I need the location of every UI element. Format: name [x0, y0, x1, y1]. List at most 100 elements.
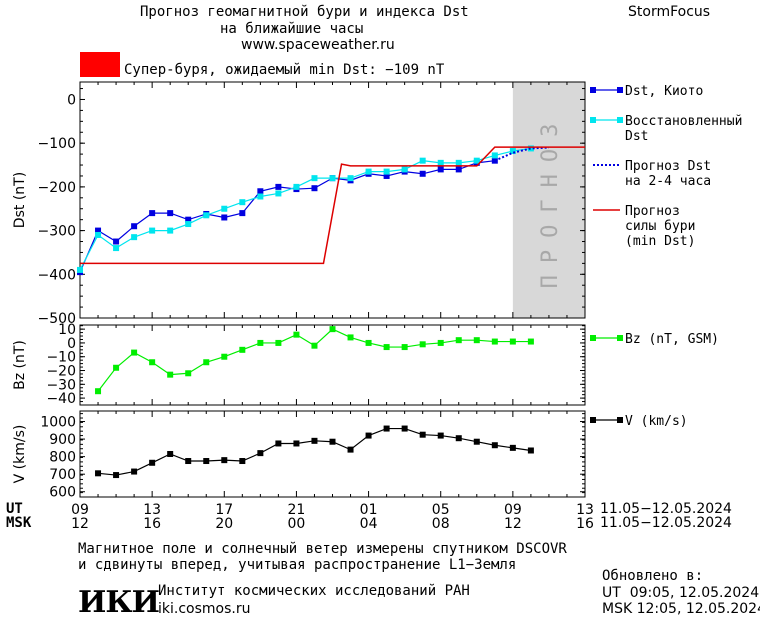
bz-point	[131, 349, 138, 356]
bz-point	[167, 371, 174, 378]
dst-axis-label: Dst (nT)	[12, 172, 28, 228]
bz-point	[365, 339, 372, 346]
dst-point	[383, 172, 390, 179]
bz-series-line	[97, 328, 531, 392]
bz-point	[239, 346, 246, 353]
v-point	[347, 446, 354, 453]
dst-point	[275, 183, 282, 190]
msk-tick-label: 00	[288, 516, 306, 532]
dst-point	[221, 214, 228, 221]
ut-tick-label: 05	[432, 502, 450, 518]
dst-point	[185, 221, 192, 228]
v-ytick-label: 700	[49, 467, 76, 483]
dst-ytick-label: −300	[38, 224, 76, 240]
bz-axis-label: Bz (nT)	[12, 340, 28, 390]
dst-point	[257, 193, 264, 200]
dst-panel: ПРОГНОЗ 0 −100 −200 −300 −400 −500 Dst (nT) Dst,…	[12, 81, 742, 327]
iki-logo: ИКИ	[78, 585, 160, 620]
bz-point	[221, 353, 228, 360]
bz-point	[401, 344, 408, 351]
v-point	[365, 432, 372, 439]
bz-point	[113, 364, 120, 371]
updated-ut: UT 09:05, 12.05.2024	[602, 585, 760, 601]
dst-point	[311, 185, 318, 192]
legend-label: силы бури	[625, 219, 695, 234]
ut-axis-label: UT	[6, 501, 23, 517]
dst-point	[167, 210, 174, 217]
footer-note-line2: и сдвинуты вперед, учитывая распростране…	[78, 557, 517, 573]
updated-title: Обновлено в:	[602, 568, 704, 584]
dst-point	[203, 212, 210, 219]
bz-point	[347, 334, 354, 341]
bz-point	[185, 370, 192, 377]
dst-point	[167, 227, 174, 234]
legend-label: Dst	[625, 129, 648, 144]
dst-point	[239, 199, 246, 206]
msk-tick-label: 12	[71, 516, 89, 532]
v-point	[491, 442, 498, 449]
v-point	[221, 457, 228, 464]
legend-marker	[590, 335, 596, 341]
dst-point	[419, 170, 426, 177]
bz-point	[95, 388, 102, 395]
bz-point	[437, 339, 444, 346]
dst-point	[347, 175, 354, 182]
v-point	[131, 468, 138, 475]
dst-frame	[79, 81, 586, 319]
dst-point	[149, 210, 156, 217]
dst-series-line	[494, 146, 549, 162]
dst-point	[527, 145, 534, 152]
dst-point	[437, 159, 444, 166]
dst-point	[95, 231, 102, 238]
ut-tick-label: 01	[360, 502, 378, 518]
v-point	[329, 438, 336, 445]
dst-point	[185, 216, 192, 223]
bz-ytick-label: 10	[58, 322, 76, 338]
bz-point	[419, 341, 426, 348]
ut-tick-label: 09	[504, 502, 522, 518]
dst-point	[113, 238, 120, 245]
dst-ytick-label: −100	[38, 136, 76, 152]
bz-point	[311, 342, 318, 349]
dst-ytick-label: 0	[67, 92, 76, 108]
chart-title-line1: Прогноз геомагнитной бури и индекса Dst	[140, 4, 469, 20]
dst-point	[311, 175, 318, 182]
bz-point	[383, 344, 390, 351]
v-point	[257, 450, 264, 457]
ut-tick-label: 13	[576, 502, 594, 518]
dst-point	[419, 157, 426, 164]
legend-label: (min Dst)	[625, 234, 695, 249]
legend-label: на 2-4 часа	[625, 174, 711, 189]
msk-tick-label: 12	[504, 516, 522, 532]
legend-marker	[617, 117, 623, 123]
legend-marker	[617, 87, 623, 93]
site-url[interactable]: www.spaceweather.ru	[241, 37, 395, 53]
dst-point	[275, 190, 282, 197]
dst-point	[491, 152, 498, 159]
msk-tick-label: 08	[432, 516, 450, 532]
bz-ytick-label: −10	[46, 350, 76, 366]
bz-point	[275, 339, 282, 346]
msk-axis-label: MSK	[6, 515, 32, 531]
v-ytick-label: 900	[49, 432, 76, 448]
time-axis: 09 13 17 21 01 05 09 13 12 16 20 00 04 08 12 16	[71, 502, 594, 532]
ut-tick-label: 09	[71, 502, 89, 518]
dst-point	[131, 234, 138, 241]
storm-banner-text: Супер-буря, ожидаемый min Dst: −109 nT	[124, 62, 445, 78]
storm-color-swatch	[80, 52, 120, 77]
v-point	[383, 425, 390, 432]
legend-marker	[590, 417, 596, 423]
v-point	[455, 435, 462, 442]
bz-point	[203, 359, 210, 366]
v-point	[473, 438, 480, 445]
dst-point	[401, 166, 408, 173]
institute-url[interactable]: iki.cosmos.ru	[158, 601, 251, 617]
v-point	[509, 444, 516, 451]
bz-panel: 100−10−20−30−40 Bz (nT) Bz (nT, GSM)	[12, 322, 719, 407]
bz-point	[293, 331, 300, 338]
v-point	[185, 458, 192, 465]
dst-point	[239, 210, 246, 217]
dst-point	[383, 168, 390, 175]
dst-point	[509, 148, 516, 155]
